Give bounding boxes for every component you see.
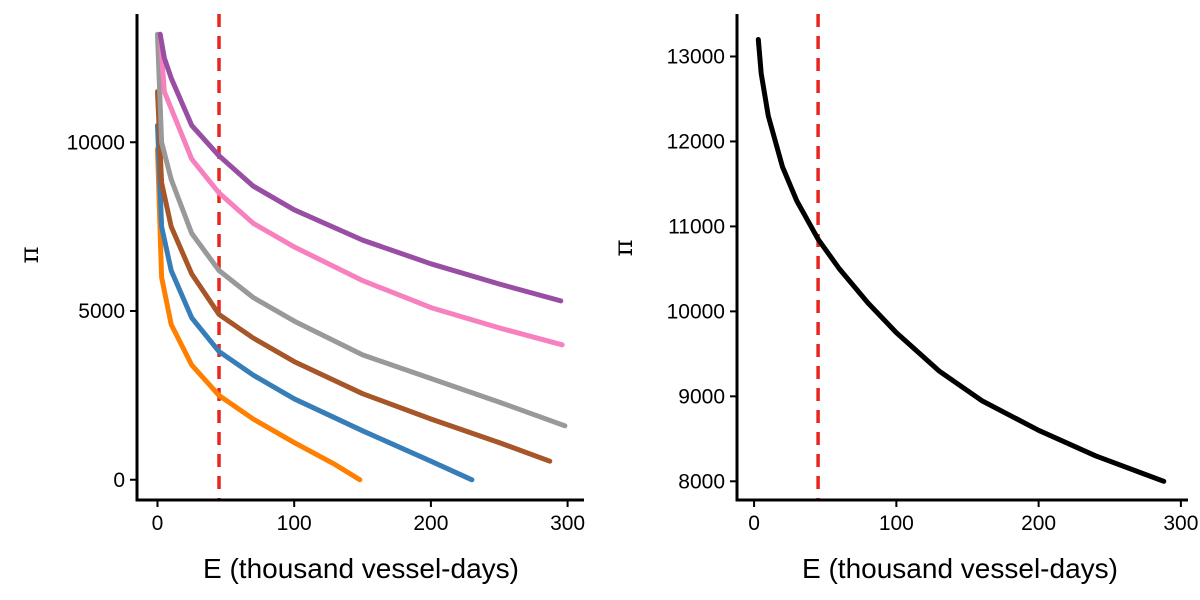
left-x-tick-label: 0 xyxy=(152,512,164,535)
left-x-tick-label: 300 xyxy=(550,512,585,535)
right-y-axis-title: π xyxy=(609,239,639,256)
right-series-line-0 xyxy=(755,37,1167,484)
right-ticks: 0 100 200 300 8000 9000 10000 11000 12000 13000 xyxy=(667,45,1199,535)
right-x-tick-label: 200 xyxy=(1021,512,1056,535)
right-axes xyxy=(735,14,1188,502)
left-y-axis-title: π xyxy=(15,246,45,263)
left-series-line-5 xyxy=(157,31,564,304)
left-axes xyxy=(135,14,584,502)
right-panel: 0 100 200 300 8000 9000 10000 11000 12000 13000 E… xyxy=(609,14,1198,584)
right-y-tick-label: 8000 xyxy=(678,470,725,493)
left-x-tick-label: 200 xyxy=(413,512,448,535)
right-x-tick-label: 100 xyxy=(879,512,914,535)
right-x-tick-label: 0 xyxy=(748,512,760,535)
left-x-tick-label: 100 xyxy=(277,512,312,535)
right-y-tick-label: 12000 xyxy=(667,130,725,153)
left-series-line-3 xyxy=(155,31,568,429)
left-ticks: 0 100 200 300 0 5000 10000 xyxy=(67,131,586,535)
right-x-axis-title: E (thousand vessel-days) xyxy=(802,553,1118,584)
left-series-line-1 xyxy=(155,122,475,483)
left-y-tick-label: 10000 xyxy=(67,131,125,154)
left-series-line-2 xyxy=(155,89,553,464)
right-series-lines xyxy=(755,37,1167,484)
right-y-tick-label: 9000 xyxy=(678,385,725,408)
left-y-tick-label: 0 xyxy=(113,469,125,492)
left-y-tick-label: 5000 xyxy=(78,300,125,323)
left-panel: 0 100 200 300 0 5000 10000 E (thousand vessel-… xyxy=(15,14,585,584)
right-y-tick-label: 10000 xyxy=(667,300,725,323)
right-y-tick-label: 11000 xyxy=(668,215,725,238)
left-series-line-0 xyxy=(155,146,363,483)
left-series-line-4 xyxy=(157,31,565,348)
left-x-axis-title: E (thousand vessel-days) xyxy=(203,553,519,584)
left-series-lines xyxy=(155,31,568,483)
right-x-tick-label: 300 xyxy=(1163,512,1198,535)
right-y-tick-label: 13000 xyxy=(667,45,725,68)
